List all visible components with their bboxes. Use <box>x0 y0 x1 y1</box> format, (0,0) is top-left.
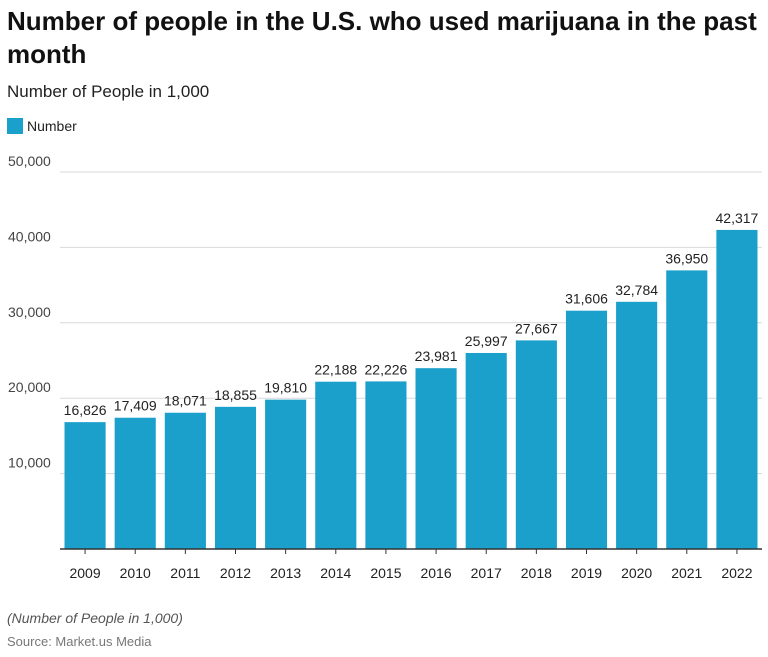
data-label: 22,226 <box>365 361 408 377</box>
chart-note: (Number of People in 1,000) <box>7 610 183 626</box>
bar <box>666 270 708 549</box>
bar <box>465 352 507 549</box>
bar <box>64 422 106 549</box>
x-tick-label: 2019 <box>571 565 602 581</box>
bar <box>315 381 357 549</box>
x-tick-label: 2016 <box>420 565 451 581</box>
x-tick-label: 2020 <box>621 565 652 581</box>
data-label: 27,667 <box>515 320 558 336</box>
data-label: 17,409 <box>114 398 157 414</box>
bar <box>265 399 307 549</box>
chart-subtitle: Number of People in 1,000 <box>7 82 210 101</box>
x-tick-label: 2010 <box>120 565 151 581</box>
bar <box>415 368 457 549</box>
y-tick-label: 20,000 <box>8 379 51 395</box>
legend: Number <box>7 118 77 134</box>
y-tick-label: 40,000 <box>8 228 51 244</box>
data-label: 25,997 <box>465 333 508 349</box>
chart-title: Number of people in the U.S. who used ma… <box>7 6 757 69</box>
y-tick-label: 10,000 <box>8 455 51 471</box>
bar <box>214 406 257 549</box>
y-tick-label: 30,000 <box>8 304 51 320</box>
data-label: 16,826 <box>64 402 107 418</box>
bar <box>365 381 407 549</box>
x-tick-label: 2013 <box>270 565 301 581</box>
bar <box>716 229 758 550</box>
data-label: 42,317 <box>716 210 759 226</box>
data-label: 31,606 <box>565 291 608 307</box>
data-label: 23,981 <box>415 348 458 364</box>
x-tick-label: 2009 <box>69 565 100 581</box>
bar <box>616 301 658 549</box>
data-label: 19,810 <box>264 380 307 396</box>
y-tick-label: 50,000 <box>8 153 51 169</box>
chart-source: Source: Market.us Media <box>7 634 152 649</box>
data-label: 18,071 <box>164 393 207 409</box>
data-label: 22,188 <box>314 362 357 378</box>
x-tick-label: 2015 <box>370 565 401 581</box>
data-label: 36,950 <box>665 250 708 266</box>
bar-chart: 10,000 20,000 30,000 40,000 50,000 16,826 2009… <box>8 153 762 581</box>
x-tick-label: 2012 <box>220 565 251 581</box>
bar <box>114 417 156 549</box>
x-tick-label: 2014 <box>320 565 351 581</box>
bar <box>164 412 206 549</box>
data-label: 18,855 <box>214 387 257 403</box>
x-tick-label: 2021 <box>671 565 702 581</box>
x-tick-label: 2018 <box>521 565 552 581</box>
bar <box>515 340 557 549</box>
data-label: 32,784 <box>615 282 658 298</box>
bar <box>565 310 608 549</box>
x-tick-label: 2017 <box>471 565 502 581</box>
x-tick-label: 2022 <box>721 565 752 581</box>
legend-swatch <box>7 118 23 134</box>
x-tick-label: 2011 <box>170 565 200 581</box>
legend-label: Number <box>27 118 77 134</box>
